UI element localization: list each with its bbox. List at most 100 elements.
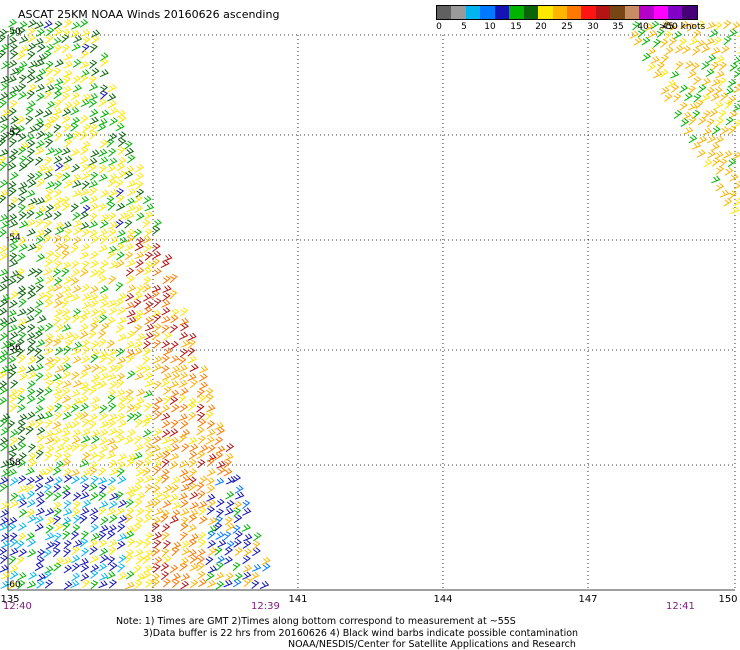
wind-barb <box>72 236 82 246</box>
wind-barb <box>35 59 45 68</box>
wind-barb <box>733 119 740 128</box>
wind-barb <box>198 506 207 517</box>
wind-barb <box>108 221 118 230</box>
wind-barb <box>63 564 73 574</box>
wind-barb <box>115 298 124 308</box>
wind-barb <box>0 540 10 549</box>
wind-barb <box>118 236 128 245</box>
wind-barb <box>72 226 82 236</box>
wind-barb <box>723 19 732 30</box>
wind-barb <box>163 386 172 396</box>
wind-barb <box>16 493 26 502</box>
wind-barb <box>142 347 152 357</box>
wind-barb <box>133 194 143 204</box>
wind-barb <box>27 83 37 92</box>
legend-swatch <box>480 6 495 19</box>
wind-barb <box>161 458 170 468</box>
wind-barb <box>44 429 54 438</box>
wind-barb <box>81 428 91 437</box>
wind-barb <box>693 76 702 86</box>
wind-barb <box>162 284 172 293</box>
wind-barb <box>43 372 53 381</box>
wind-barbs <box>0 18 740 590</box>
wind-barb <box>187 436 198 445</box>
wind-barb <box>8 324 18 333</box>
wind-barb <box>171 546 180 557</box>
wind-barb <box>108 364 118 374</box>
wind-barb <box>189 379 199 389</box>
wind-barb <box>63 52 73 61</box>
wind-barb <box>144 451 154 460</box>
wind-barb <box>7 277 17 286</box>
wind-barb <box>725 116 734 126</box>
wind-barb <box>178 356 187 366</box>
wind-barb <box>144 251 153 261</box>
wind-barb <box>16 365 27 374</box>
wind-barb <box>706 135 717 144</box>
wind-barb <box>106 530 116 540</box>
wind-barb <box>10 115 19 125</box>
legend-swatch <box>668 6 683 19</box>
legend-label: 5 <box>461 22 467 32</box>
wind-barb <box>118 396 127 405</box>
wind-barb <box>88 99 98 108</box>
wind-barb <box>53 316 62 326</box>
wind-barb <box>133 347 143 356</box>
wind-barb <box>90 569 99 579</box>
wind-barb <box>223 556 233 565</box>
wind-barb <box>225 443 235 453</box>
wind-barb <box>18 83 27 93</box>
wind-barb <box>45 532 55 541</box>
wind-barb <box>62 362 72 372</box>
wind-barb <box>206 477 215 486</box>
wind-barb <box>163 540 172 550</box>
wind-barb <box>189 363 199 372</box>
wind-barb <box>691 141 702 150</box>
wind-barb <box>43 267 53 276</box>
wind-barb <box>687 69 697 79</box>
wind-barb <box>170 484 180 494</box>
wind-barb <box>18 181 28 190</box>
wind-barb <box>169 515 179 524</box>
wind-barb <box>62 411 72 420</box>
wind-barb <box>88 482 98 492</box>
wind-barb <box>693 93 702 103</box>
wind-barb <box>0 275 10 284</box>
wind-barb <box>0 355 8 364</box>
wind-barb <box>63 60 73 69</box>
wind-barb <box>106 507 117 516</box>
wind-barb <box>125 292 135 302</box>
wind-barb <box>697 116 707 126</box>
wind-barb <box>653 70 663 79</box>
wind-barb <box>25 106 34 116</box>
wind-barb <box>118 554 127 564</box>
wind-barb <box>89 195 99 204</box>
wind-barb <box>180 507 190 516</box>
wind-barb <box>216 460 226 469</box>
wind-barb <box>45 43 55 53</box>
wind-barb <box>188 458 197 468</box>
wind-barb <box>133 324 143 334</box>
wind-barb <box>125 525 135 534</box>
wind-barb <box>73 412 83 421</box>
wind-barb <box>71 99 81 109</box>
wind-barb <box>7 36 18 46</box>
wind-barb <box>107 524 117 533</box>
wind-barb <box>709 108 719 118</box>
wind-barb <box>26 365 36 374</box>
wind-barb <box>26 189 36 198</box>
wind-barb <box>44 476 55 485</box>
wind-barb <box>135 267 145 276</box>
wind-barb <box>88 413 98 422</box>
wind-barb <box>670 70 680 79</box>
wind-barb <box>196 548 206 557</box>
wind-barb <box>82 363 92 372</box>
wind-barb <box>678 37 688 47</box>
wind-barb <box>0 34 6 43</box>
wind-barb <box>126 179 136 188</box>
wind-barb <box>124 170 134 180</box>
wind-barb <box>696 20 706 30</box>
wind-barb <box>45 508 55 517</box>
time-label-1239: 12:39 <box>251 601 280 612</box>
wind-barb <box>81 292 92 301</box>
